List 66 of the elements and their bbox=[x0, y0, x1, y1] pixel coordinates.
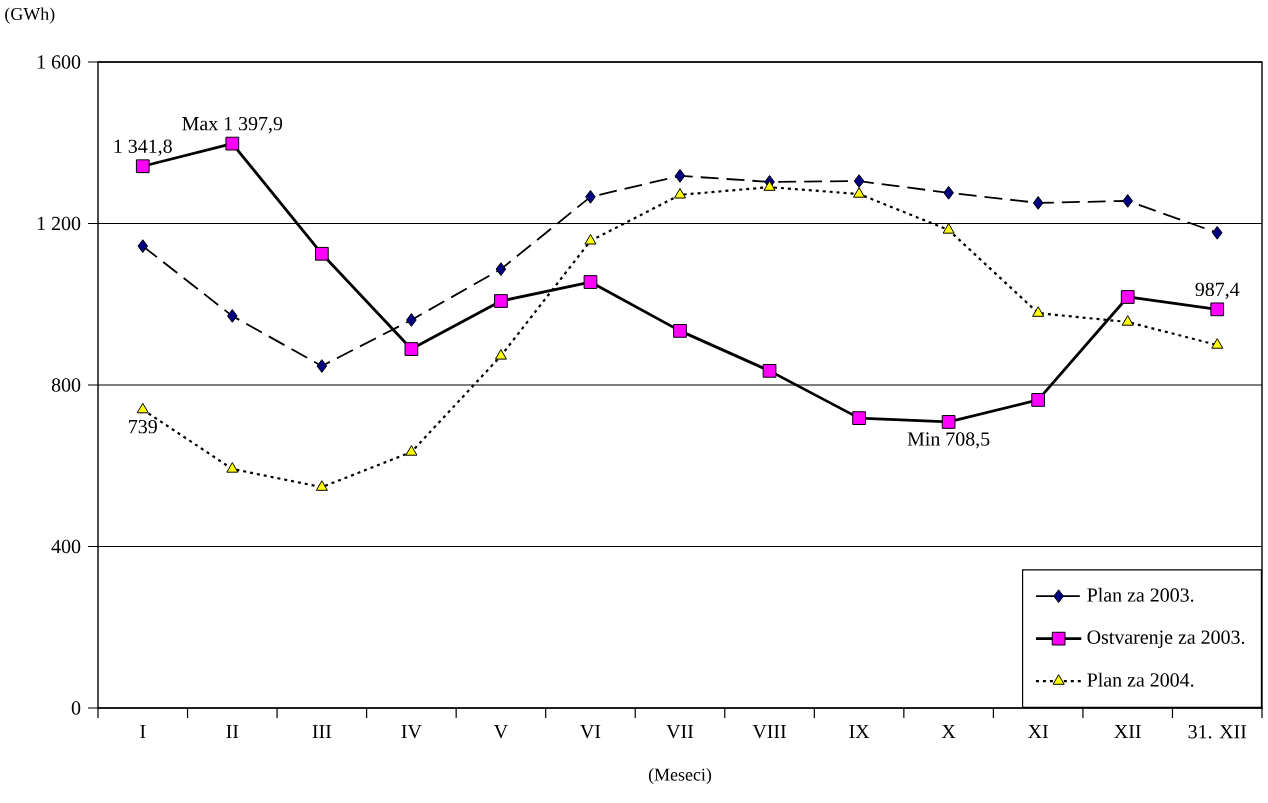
x-tick-label: X bbox=[941, 724, 956, 739]
x-tick-label: XI bbox=[1028, 724, 1048, 739]
point bbox=[1121, 315, 1134, 326]
x-tick-label: IX bbox=[849, 724, 870, 739]
y-axis-title: (GWh) bbox=[5, 7, 55, 24]
point bbox=[1211, 225, 1223, 240]
x-axis-title: (Meseci) bbox=[648, 768, 712, 785]
point bbox=[941, 415, 956, 429]
point bbox=[494, 349, 507, 360]
point bbox=[406, 313, 417, 327]
x-tick-label: VII bbox=[666, 724, 694, 739]
annotation: 1 341,8 bbox=[114, 139, 172, 156]
point bbox=[673, 187, 687, 199]
point bbox=[942, 223, 955, 234]
point bbox=[316, 359, 328, 373]
point bbox=[135, 159, 150, 174]
x-tick-label: I bbox=[140, 724, 146, 739]
annotation: Min 708,5 bbox=[907, 432, 990, 449]
point bbox=[136, 402, 149, 414]
y-tick-label: 1 200 bbox=[37, 216, 81, 231]
point bbox=[583, 275, 598, 289]
point bbox=[1122, 194, 1133, 208]
point bbox=[584, 233, 597, 245]
point bbox=[852, 411, 866, 425]
point bbox=[1211, 338, 1224, 349]
point bbox=[763, 180, 776, 191]
point bbox=[1120, 290, 1135, 304]
y-tick-label: 0 bbox=[71, 701, 81, 715]
y-tick-label: 800 bbox=[51, 378, 81, 392]
x-tick-label: 31. XII bbox=[1188, 725, 1247, 739]
x-tick-label: VI bbox=[580, 724, 601, 739]
legend-label: Plan za 2003. bbox=[1087, 587, 1194, 602]
x-tick-label: XII bbox=[1114, 724, 1141, 739]
x-tick-label: III bbox=[312, 724, 332, 739]
point bbox=[314, 246, 329, 261]
point bbox=[495, 262, 507, 276]
legend-label: Plan za 2004. bbox=[1087, 672, 1194, 687]
point bbox=[1032, 306, 1045, 317]
annotation: Max 1 397,9 bbox=[182, 116, 283, 134]
point bbox=[226, 462, 239, 473]
point bbox=[674, 168, 686, 183]
point bbox=[853, 174, 865, 188]
x-tick-label: VIII bbox=[752, 724, 786, 739]
y-tick-label: 1 600 bbox=[37, 55, 81, 69]
point bbox=[405, 445, 418, 456]
legend-label: Ostvarenje za 2003. bbox=[1087, 630, 1245, 649]
y-tick-label: 400 bbox=[51, 539, 81, 554]
point bbox=[943, 185, 954, 200]
point bbox=[404, 342, 419, 356]
x-tick-label: II bbox=[226, 724, 239, 739]
point bbox=[762, 363, 777, 378]
point bbox=[1031, 393, 1046, 407]
point bbox=[1032, 196, 1044, 210]
point bbox=[1210, 302, 1225, 317]
x-tick-label: V bbox=[493, 724, 508, 739]
point bbox=[673, 324, 687, 338]
annotation: 739 bbox=[129, 419, 157, 434]
point bbox=[315, 480, 328, 491]
point bbox=[494, 294, 508, 308]
point bbox=[853, 187, 866, 198]
x-tick-label: IV bbox=[401, 724, 422, 739]
point bbox=[227, 309, 238, 323]
point bbox=[225, 136, 240, 151]
point bbox=[137, 239, 149, 253]
annotation: 987,4 bbox=[1195, 282, 1240, 299]
point bbox=[585, 189, 596, 204]
